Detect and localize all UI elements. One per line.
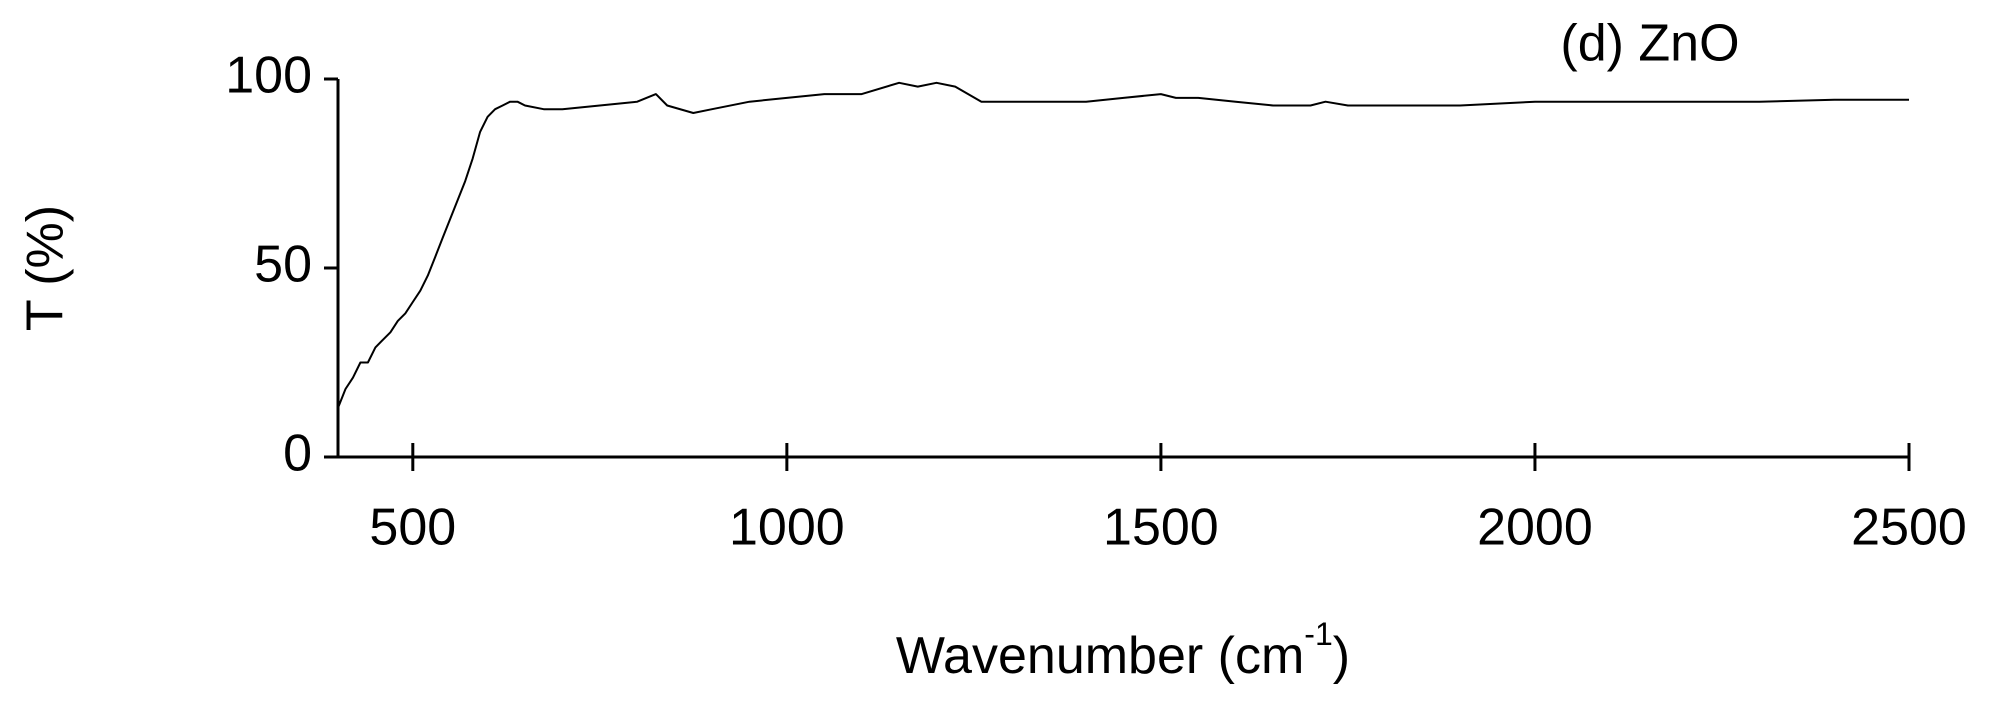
x-tick-label: 2500 [1851, 499, 1967, 557]
x-tick-label: 500 [369, 499, 456, 557]
x-axis-label-main: Wavenumber (cm [896, 627, 1304, 685]
y-tick-label: 0 [283, 425, 312, 483]
data-line [337, 81, 1909, 409]
x-tick-label: 2000 [1477, 499, 1593, 557]
x-axis-label-end: ) [1333, 627, 1350, 685]
x-axis-label: Wavenumber (cm-1) [896, 616, 1350, 684]
y-tick-label: 50 [254, 236, 312, 294]
x-tick-label: 1000 [729, 499, 845, 557]
annotation: (d) ZnO [1560, 15, 1739, 73]
x-axis-label-sup: -1 [1304, 616, 1332, 652]
y-axis-label: T (%) [17, 205, 75, 331]
y-tick-label: 100 [225, 47, 312, 105]
x-tick-label: 1500 [1103, 499, 1219, 557]
